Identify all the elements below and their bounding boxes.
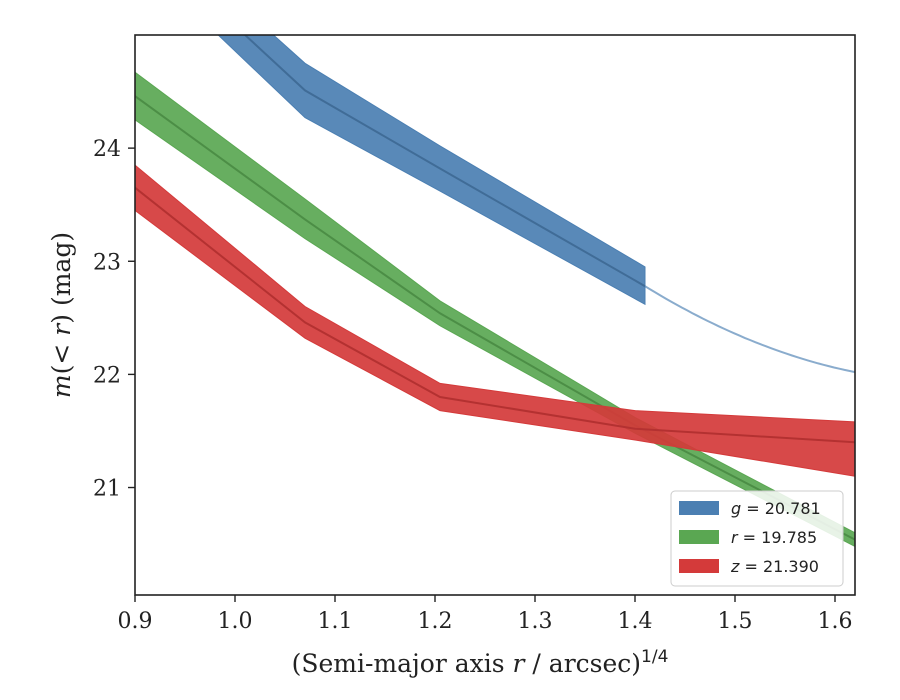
x-tick-label-5: 1.4: [618, 609, 653, 634]
legend: g = 20.781 r = 19.785 z = 21.390: [670, 490, 844, 587]
legend-swatch-2: [679, 559, 719, 573]
x-tick-label-4: 1.3: [518, 609, 553, 634]
series-layer: [135, 35, 855, 547]
y-tick-label-3: 24: [93, 137, 121, 162]
legend-label-0: g = 20.781: [731, 499, 821, 518]
series-median-line-1: [135, 95, 855, 541]
y-tick-label-1: 22: [93, 363, 121, 388]
series-median-line-0: [243, 35, 646, 288]
x-tick-label-6: 1.5: [718, 609, 753, 634]
legend-swatch-1: [679, 530, 719, 544]
y-tick-label-0: 21: [93, 477, 121, 502]
series-band-2: [135, 164, 855, 477]
series-extension-line-0: [644, 285, 855, 374]
y-axis-label: m(< r) (mag): [47, 232, 76, 398]
series-median-line-2: [135, 186, 855, 444]
legend-label-2: z = 21.390: [730, 557, 819, 576]
x-tick-label-7: 1.6: [818, 609, 853, 634]
series-band-1: [135, 71, 855, 547]
legend-label-1: r = 19.785: [731, 528, 817, 547]
legend-swatch-0: [679, 501, 719, 515]
y-axis: 21 22 23 24: [93, 137, 135, 502]
x-tick-label-2: 1.1: [318, 609, 353, 634]
x-axis-label: (Semi-major axis r / arcsec)1/4: [292, 647, 669, 678]
x-tick-label-0: 0.9: [118, 609, 153, 634]
x-tick-label-1: 1.0: [218, 609, 253, 634]
y-tick-label-2: 23: [93, 250, 121, 275]
x-axis: 0.9 1.0 1.1 1.2 1.3 1.4 1.5 1.6: [118, 595, 853, 634]
x-tick-label-3: 1.2: [418, 609, 453, 634]
plot-frame: [134, 34, 856, 596]
